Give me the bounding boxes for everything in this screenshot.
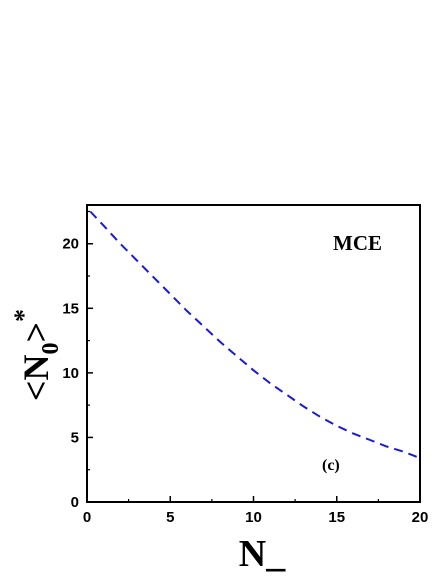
y-title-sub: 0 — [38, 343, 64, 355]
x-tick-label: 10 — [245, 509, 262, 526]
x-axis-ticks: 0 5 10 15 20 — [83, 496, 429, 526]
x-tick-label: 15 — [328, 509, 345, 526]
annotation-panel-label: (c) — [322, 457, 340, 474]
x-tick-label: 0 — [83, 509, 91, 526]
y-title-sup: * — [9, 309, 38, 322]
y-axis-title: <N0>* — [9, 309, 64, 401]
svg-text:<N0>*: <N0>* — [9, 309, 64, 401]
y-tick-label: 10 — [62, 365, 79, 382]
annotation-mce: MCE — [333, 231, 382, 255]
series-line — [89, 210, 418, 458]
y-axis-ticks: 0 5 10 15 20 — [62, 210, 93, 511]
x-tick-label: 5 — [166, 509, 174, 526]
y-title-open: < — [16, 381, 56, 402]
x-tick-label: 20 — [412, 509, 429, 526]
y-tick-label: 5 — [71, 429, 79, 446]
y-tick-label: 0 — [71, 494, 79, 511]
y-title-base: N — [16, 355, 56, 381]
y-tick-label: 15 — [62, 300, 79, 317]
y-tick-label: 20 — [62, 236, 79, 253]
y-title-close: > — [16, 322, 56, 343]
x-axis-title: N_ — [239, 533, 286, 575]
